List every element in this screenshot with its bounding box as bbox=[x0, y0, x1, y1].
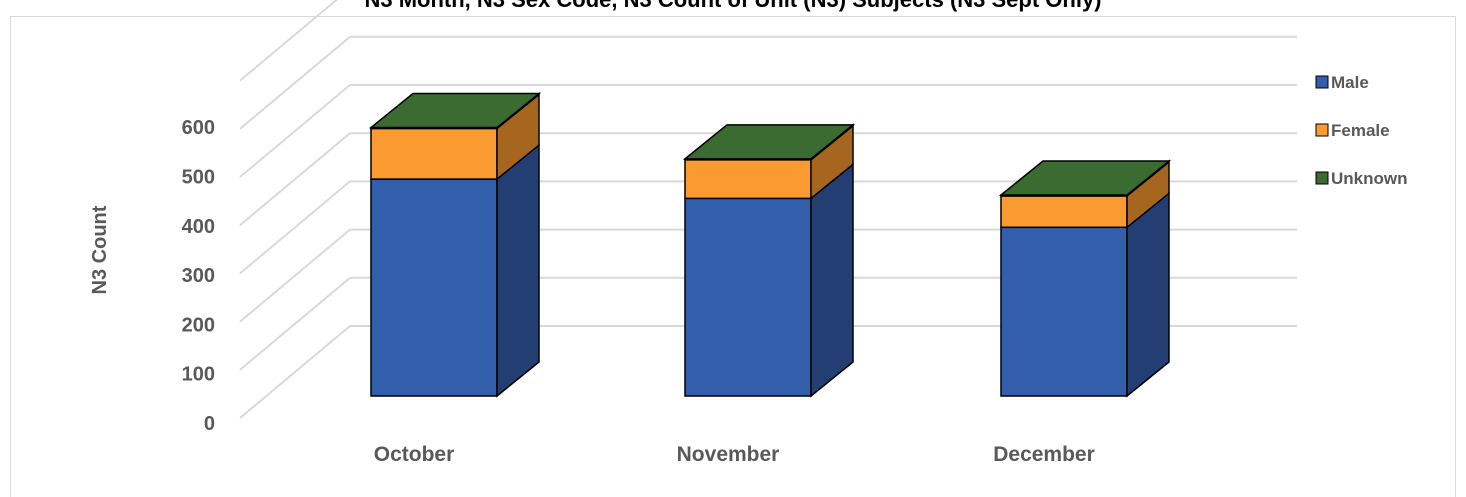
gridline-side bbox=[239, 277, 351, 371]
bar-front bbox=[370, 178, 498, 397]
y-tick-label: 500 bbox=[182, 167, 215, 189]
bar-segment-male-december bbox=[1000, 191, 1170, 398]
legend-label-female: Female bbox=[1331, 121, 1390, 140]
legend-label-male: Male bbox=[1331, 73, 1369, 92]
y-axis-ticks: 0 100 200 300 400 500 600 bbox=[182, 117, 215, 435]
gridline-side bbox=[239, 84, 351, 178]
bar-front bbox=[1000, 195, 1128, 229]
legend-swatch-male bbox=[1315, 75, 1329, 89]
bar-front bbox=[684, 197, 812, 397]
bar-front bbox=[370, 127, 498, 180]
y-tick-label: 0 bbox=[204, 413, 215, 435]
gridline-side bbox=[239, 325, 351, 419]
y-tick-label: 200 bbox=[182, 314, 215, 336]
x-axis-categories: October November December bbox=[374, 443, 1095, 466]
bar-top bbox=[682, 124, 856, 160]
chart-title: N3 Month, N3 Sex Code, N3 Count of Unit … bbox=[0, 0, 1466, 13]
gridline-side bbox=[239, 180, 351, 275]
y-axis-label: N3 Count bbox=[89, 205, 111, 294]
bar-top bbox=[368, 92, 542, 129]
bar-top bbox=[998, 160, 1172, 196]
gridline-side bbox=[239, 0, 338, 82]
legend-swatch-female bbox=[1315, 123, 1329, 137]
y-tick-label: 400 bbox=[182, 216, 215, 238]
x-category-label: October bbox=[374, 443, 455, 466]
gridline-side bbox=[239, 132, 351, 226]
bar-segment-female-december bbox=[1000, 160, 1170, 229]
y-tick-label: 300 bbox=[182, 265, 215, 287]
chart-frame bbox=[10, 16, 1456, 497]
bar-side bbox=[1126, 191, 1170, 398]
legend: Male Female Unknown bbox=[1315, 73, 1408, 188]
legend-swatch-unknown bbox=[1315, 171, 1329, 185]
bar-segment-unknown-december bbox=[998, 159, 1172, 198]
bar-segment-male-october bbox=[370, 143, 540, 398]
x-category-label: November bbox=[677, 443, 780, 466]
bar-segment-female-october bbox=[370, 92, 540, 181]
bar-side bbox=[810, 162, 854, 398]
bar-segment-male-november bbox=[684, 162, 854, 398]
bar-side bbox=[496, 143, 540, 398]
x-category-label: December bbox=[993, 443, 1095, 466]
bars bbox=[368, 91, 1172, 398]
y-tick-label: 100 bbox=[182, 364, 215, 386]
y-tick-label: 600 bbox=[182, 117, 215, 139]
bar-segment-female-november bbox=[684, 124, 854, 200]
bar-front bbox=[684, 159, 812, 200]
gridline-side bbox=[239, 228, 351, 323]
legend-label-unknown: Unknown bbox=[1331, 169, 1408, 188]
bar-segment-unknown-november bbox=[682, 123, 856, 162]
bar-segment-unknown-october bbox=[368, 91, 542, 131]
gridline-side bbox=[239, 36, 351, 130]
bar-front bbox=[1000, 226, 1128, 397]
